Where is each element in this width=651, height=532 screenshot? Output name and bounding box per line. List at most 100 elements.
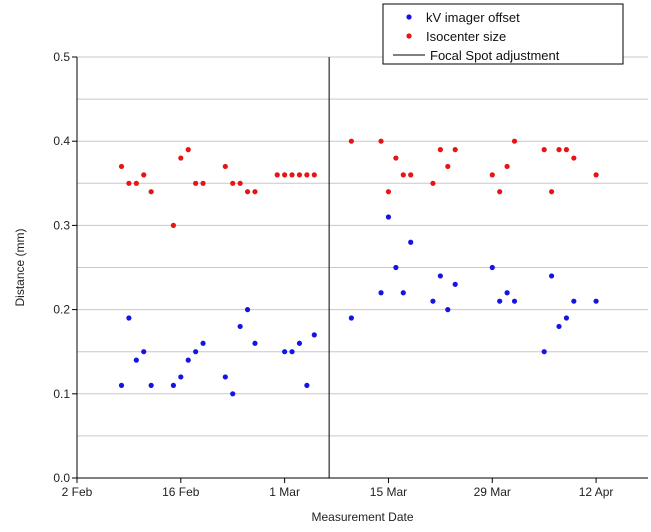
data-point: [497, 298, 503, 304]
data-point: [311, 332, 317, 338]
data-point: [541, 147, 547, 153]
data-point: [133, 180, 139, 186]
data-point: [230, 180, 236, 186]
data-point: [408, 172, 414, 178]
data-point: [593, 298, 599, 304]
data-point: [504, 163, 510, 170]
data-point: [296, 172, 303, 178]
data-point: [252, 340, 258, 346]
data-point: [430, 180, 436, 186]
data-point: [408, 239, 414, 245]
data-point: [282, 349, 288, 355]
x-tick-label: 29 Mar: [474, 485, 511, 499]
data-point: [385, 214, 392, 220]
data-point: [200, 180, 206, 186]
series-isocenter-size: [118, 138, 599, 228]
data-point: [378, 138, 384, 144]
data-point: [556, 147, 562, 153]
data-point: [452, 281, 458, 287]
y-tick-label: 0.5: [53, 50, 70, 64]
y-tick-label: 0.3: [53, 218, 70, 232]
y-tick-label: 0.4: [53, 134, 70, 148]
legend-label-focal-spot-adjustment: Focal Spot adjustment: [430, 48, 560, 63]
data-point: [489, 264, 495, 271]
data-point: [148, 382, 154, 388]
data-point: [445, 307, 451, 313]
x-tick-label: 1 Mar: [269, 485, 300, 499]
data-point: [126, 180, 132, 186]
data-point: [489, 172, 495, 178]
data-point: [445, 163, 451, 170]
data-point: [400, 172, 406, 178]
data-point: [141, 349, 147, 355]
data-point: [511, 138, 518, 144]
data-point: [141, 172, 147, 178]
x-tick-label: 16 Feb: [162, 485, 200, 499]
grid-lines: [77, 56, 648, 437]
data-point: [252, 189, 258, 195]
data-point: [282, 172, 288, 178]
data-point: [393, 264, 399, 271]
x-tick-label: 12 Apr: [579, 485, 614, 499]
y-tick-label: 0.1: [53, 387, 70, 401]
data-point: [548, 273, 555, 279]
legend-label-kv-imager-offset: kV imager offset: [426, 10, 520, 25]
legend-marker-isocenter-size: [406, 33, 412, 39]
data-point: [437, 147, 443, 153]
legend-label-isocenter-size: Isocenter size: [426, 29, 506, 44]
data-point: [237, 180, 243, 186]
y-tick-label: 0.0: [53, 471, 70, 485]
data-point: [563, 315, 570, 321]
x-axis-title: Measurement Date: [311, 510, 413, 524]
data-point: [400, 290, 406, 296]
data-point: [348, 315, 354, 321]
data-point: [304, 382, 310, 388]
data-point: [178, 155, 184, 161]
data-point: [185, 147, 191, 153]
data-point: [170, 222, 177, 228]
data-point: [378, 290, 384, 296]
legend-marker-kv-imager-offset: [406, 14, 412, 20]
tick-labels: 0.0 0.1 0.2 0.3 0.4 0.5 2 Feb 16 Feb 1 Mar 15 Mar…: [53, 50, 613, 499]
y-axis-title: Distance (mm): [13, 228, 27, 306]
data-point: [571, 298, 577, 304]
data-point: [563, 147, 570, 153]
data-point: [170, 382, 177, 388]
data-point: [593, 172, 599, 178]
data-point: [230, 391, 236, 397]
data-point: [274, 172, 280, 178]
data-point: [200, 340, 206, 346]
data-point: [193, 180, 199, 186]
data-point: [148, 189, 154, 195]
data-point: [497, 189, 503, 195]
data-point: [311, 172, 317, 178]
series-kv-imager-offset: [118, 214, 599, 397]
x-tick-label: 2 Feb: [62, 485, 93, 499]
x-tick-label: 15 Mar: [370, 485, 407, 499]
data-point: [118, 163, 125, 170]
data-point: [133, 357, 139, 363]
data-point: [222, 163, 228, 170]
axes: [76, 57, 648, 479]
data-points: [118, 138, 599, 397]
data-point: [296, 340, 303, 346]
data-point: [178, 374, 184, 380]
legend-box: [382, 3, 624, 65]
data-point: [289, 172, 295, 178]
data-point: [244, 307, 251, 313]
data-point: [393, 155, 399, 161]
data-point: [452, 147, 458, 153]
legend: kV imager offset Isocenter size Focal Sp…: [382, 3, 624, 65]
data-point: [571, 155, 577, 161]
data-point: [193, 349, 199, 355]
data-point: [237, 323, 243, 330]
data-point: [437, 273, 443, 279]
data-point: [504, 290, 510, 296]
data-point: [222, 374, 228, 380]
data-point: [541, 349, 547, 355]
data-point: [548, 189, 555, 195]
y-tick-label: 0.2: [53, 303, 70, 317]
data-point: [556, 323, 562, 330]
data-point: [185, 357, 191, 363]
